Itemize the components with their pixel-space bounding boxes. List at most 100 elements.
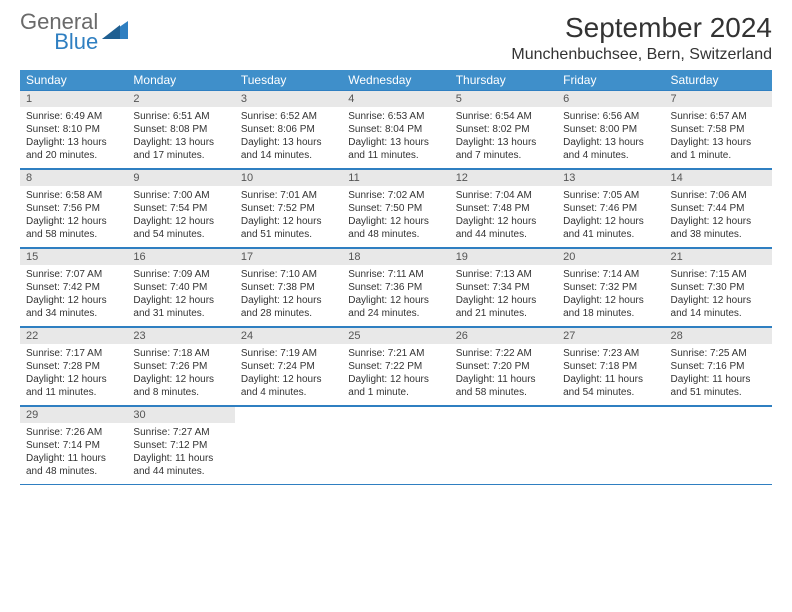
sunrise-text: Sunrise: 7:27 AM	[133, 426, 228, 439]
day-header-tue: Tuesday	[235, 70, 342, 90]
day-body: Sunrise: 6:58 AMSunset: 7:56 PMDaylight:…	[20, 186, 127, 247]
day-cell: 3 Sunrise: 6:52 AMSunset: 8:06 PMDaylight…	[235, 90, 342, 169]
day-body: Sunrise: 7:14 AMSunset: 7:32 PMDaylight:…	[557, 265, 664, 326]
daylight-text: Daylight: 12 hours and 31 minutes.	[133, 294, 228, 320]
day-number: 16	[133, 251, 145, 263]
sunset-text: Sunset: 7:54 PM	[133, 202, 228, 215]
day-number: 6	[563, 93, 569, 105]
day-cell	[450, 406, 557, 485]
day-body: Sunrise: 7:17 AMSunset: 7:28 PMDaylight:…	[20, 344, 127, 405]
sunrise-text: Sunrise: 6:58 AM	[26, 189, 121, 202]
day-number-band	[557, 406, 664, 423]
daylight-text: Daylight: 13 hours and 1 minute.	[671, 136, 766, 162]
sunset-text: Sunset: 7:38 PM	[241, 281, 336, 294]
sunrise-text: Sunrise: 6:57 AM	[671, 110, 766, 123]
day-body: Sunrise: 7:09 AMSunset: 7:40 PMDaylight:…	[127, 265, 234, 326]
day-number-band: 27	[557, 327, 664, 344]
day-cell: 19Sunrise: 7:13 AMSunset: 7:34 PMDayligh…	[450, 248, 557, 327]
week-row: 1Sunrise: 6:49 AMSunset: 8:10 PMDaylight…	[20, 90, 772, 169]
day-cell	[557, 406, 664, 485]
daylight-text: Daylight: 12 hours and 34 minutes.	[26, 294, 121, 320]
day-body: Sunrise: 7:21 AMSunset: 7:22 PMDaylight:…	[342, 344, 449, 405]
day-number-band: 1	[20, 90, 127, 107]
sunrise-text: Sunrise: 6:52 AM	[241, 110, 336, 123]
day-cell: 20Sunrise: 7:14 AMSunset: 7:32 PMDayligh…	[557, 248, 664, 327]
day-number-band: 12	[450, 169, 557, 186]
sunrise-text: Sunrise: 7:07 AM	[26, 268, 121, 281]
day-body: Sunrise: 6:57 AMSunset: 7:58 PMDaylight:…	[665, 107, 772, 168]
brand-name-2: Blue	[20, 32, 98, 52]
day-header-sat: Saturday	[665, 70, 772, 90]
title-block: September 2024 Munchenbuchsee, Bern, Swi…	[511, 12, 772, 64]
sunrise-text: Sunrise: 6:51 AM	[133, 110, 228, 123]
day-body: Sunrise: 7:23 AMSunset: 7:18 PMDaylight:…	[557, 344, 664, 405]
day-number-band: 19	[450, 248, 557, 265]
day-cell: 1Sunrise: 6:49 AMSunset: 8:10 PMDaylight…	[20, 90, 127, 169]
daylight-text: Daylight: 12 hours and 51 minutes.	[241, 215, 336, 241]
day-number: 14	[671, 172, 683, 184]
day-body: Sunrise: 7:10 AMSunset: 7:38 PMDaylight:…	[235, 265, 342, 326]
day-number-band: 24	[235, 327, 342, 344]
day-cell: 29Sunrise: 7:26 AMSunset: 7:14 PMDayligh…	[20, 406, 127, 485]
day-body: Sunrise: 7:11 AMSunset: 7:36 PMDaylight:…	[342, 265, 449, 326]
daylight-text: Daylight: 12 hours and 4 minutes.	[241, 373, 336, 399]
day-number: 13	[563, 172, 575, 184]
sunset-text: Sunset: 7:58 PM	[671, 123, 766, 136]
week-row: 22Sunrise: 7:17 AMSunset: 7:28 PMDayligh…	[20, 327, 772, 406]
day-number-band	[342, 406, 449, 423]
sunset-text: Sunset: 8:06 PM	[241, 123, 336, 136]
day-number-band: 21	[665, 248, 772, 265]
sunset-text: Sunset: 7:46 PM	[563, 202, 658, 215]
sunrise-text: Sunrise: 7:05 AM	[563, 189, 658, 202]
daylight-text: Daylight: 13 hours and 20 minutes.	[26, 136, 121, 162]
day-number: 1	[26, 93, 32, 105]
sunset-text: Sunset: 7:26 PM	[133, 360, 228, 373]
day-cell: 30Sunrise: 7:27 AMSunset: 7:12 PMDayligh…	[127, 406, 234, 485]
day-number-band: 7	[665, 90, 772, 107]
day-body: Sunrise: 6:52 AMSunset: 8:06 PMDaylight:…	[235, 107, 342, 168]
day-number-band: 6	[557, 90, 664, 107]
sunrise-text: Sunrise: 7:25 AM	[671, 347, 766, 360]
sunrise-text: Sunrise: 7:21 AM	[348, 347, 443, 360]
day-header-wed: Wednesday	[342, 70, 449, 90]
day-number-band: 11	[342, 169, 449, 186]
daylight-text: Daylight: 12 hours and 44 minutes.	[456, 215, 551, 241]
day-body: Sunrise: 6:53 AMSunset: 8:04 PMDaylight:…	[342, 107, 449, 168]
day-cell: 27Sunrise: 7:23 AMSunset: 7:18 PMDayligh…	[557, 327, 664, 406]
sunrise-text: Sunrise: 7:18 AM	[133, 347, 228, 360]
sunset-text: Sunset: 7:50 PM	[348, 202, 443, 215]
day-number: 24	[241, 330, 253, 342]
day-number-band: 5	[450, 90, 557, 107]
sunrise-text: Sunrise: 6:54 AM	[456, 110, 551, 123]
day-cell: 24Sunrise: 7:19 AMSunset: 7:24 PMDayligh…	[235, 327, 342, 406]
day-body: Sunrise: 7:27 AMSunset: 7:12 PMDaylight:…	[127, 423, 234, 484]
day-body: Sunrise: 7:05 AMSunset: 7:46 PMDaylight:…	[557, 186, 664, 247]
day-number: 26	[456, 330, 468, 342]
day-body: Sunrise: 7:01 AMSunset: 7:52 PMDaylight:…	[235, 186, 342, 247]
week-row: 15Sunrise: 7:07 AMSunset: 7:42 PMDayligh…	[20, 248, 772, 327]
day-number-band: 14	[665, 169, 772, 186]
day-number-band: 18	[342, 248, 449, 265]
header: General Blue September 2024 Munchenbuchs…	[20, 12, 772, 64]
sunrise-text: Sunrise: 7:06 AM	[671, 189, 766, 202]
day-body	[450, 423, 557, 481]
day-number: 3	[241, 93, 247, 105]
day-number: 4	[348, 93, 354, 105]
sunset-text: Sunset: 8:02 PM	[456, 123, 551, 136]
day-cell	[235, 406, 342, 485]
sunset-text: Sunset: 7:14 PM	[26, 439, 121, 452]
day-header-mon: Monday	[127, 70, 234, 90]
day-cell: 15Sunrise: 7:07 AMSunset: 7:42 PMDayligh…	[20, 248, 127, 327]
day-body	[342, 423, 449, 481]
day-body: Sunrise: 7:07 AMSunset: 7:42 PMDaylight:…	[20, 265, 127, 326]
day-body: Sunrise: 6:54 AMSunset: 8:02 PMDaylight:…	[450, 107, 557, 168]
daylight-text: Daylight: 12 hours and 48 minutes.	[348, 215, 443, 241]
day-header-thu: Thursday	[450, 70, 557, 90]
sunrise-text: Sunrise: 6:53 AM	[348, 110, 443, 123]
daylight-text: Daylight: 12 hours and 14 minutes.	[671, 294, 766, 320]
day-number-band: 22	[20, 327, 127, 344]
day-cell: 25Sunrise: 7:21 AMSunset: 7:22 PMDayligh…	[342, 327, 449, 406]
week-row: 8Sunrise: 6:58 AMSunset: 7:56 PMDaylight…	[20, 169, 772, 248]
day-number-band: 30	[127, 406, 234, 423]
daylight-text: Daylight: 12 hours and 54 minutes.	[133, 215, 228, 241]
